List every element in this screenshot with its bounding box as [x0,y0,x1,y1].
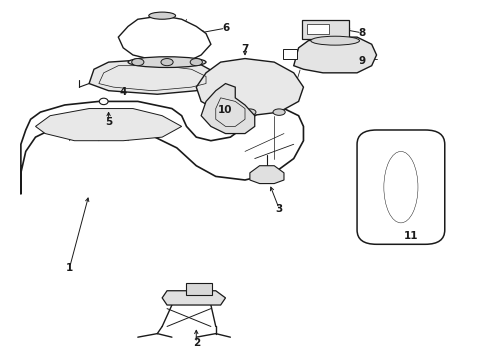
Ellipse shape [190,59,202,66]
Text: 6: 6 [222,23,229,33]
Text: 8: 8 [358,28,366,38]
Text: 3: 3 [275,203,283,213]
Polygon shape [118,16,211,62]
Polygon shape [196,59,303,116]
Polygon shape [21,102,303,194]
Text: 1: 1 [66,262,73,273]
FancyBboxPatch shape [357,130,445,244]
Ellipse shape [215,109,227,115]
Ellipse shape [244,109,256,115]
Text: 2: 2 [193,338,200,348]
Ellipse shape [99,98,108,105]
Text: 9: 9 [358,57,366,66]
FancyBboxPatch shape [307,24,329,34]
Polygon shape [89,59,216,94]
Polygon shape [162,291,225,305]
Ellipse shape [149,12,175,19]
Text: 5: 5 [105,117,112,127]
Ellipse shape [132,59,144,66]
Ellipse shape [161,59,173,66]
Ellipse shape [273,109,285,115]
Text: 11: 11 [403,231,418,241]
Text: 7: 7 [241,44,249,54]
Polygon shape [250,166,284,184]
FancyBboxPatch shape [301,19,349,39]
Text: 10: 10 [218,105,233,115]
FancyBboxPatch shape [186,283,212,295]
Text: 4: 4 [120,87,127,98]
Polygon shape [294,37,376,73]
FancyBboxPatch shape [283,49,297,59]
Polygon shape [35,109,182,141]
Ellipse shape [128,57,206,67]
Ellipse shape [311,36,360,45]
Polygon shape [201,84,255,134]
